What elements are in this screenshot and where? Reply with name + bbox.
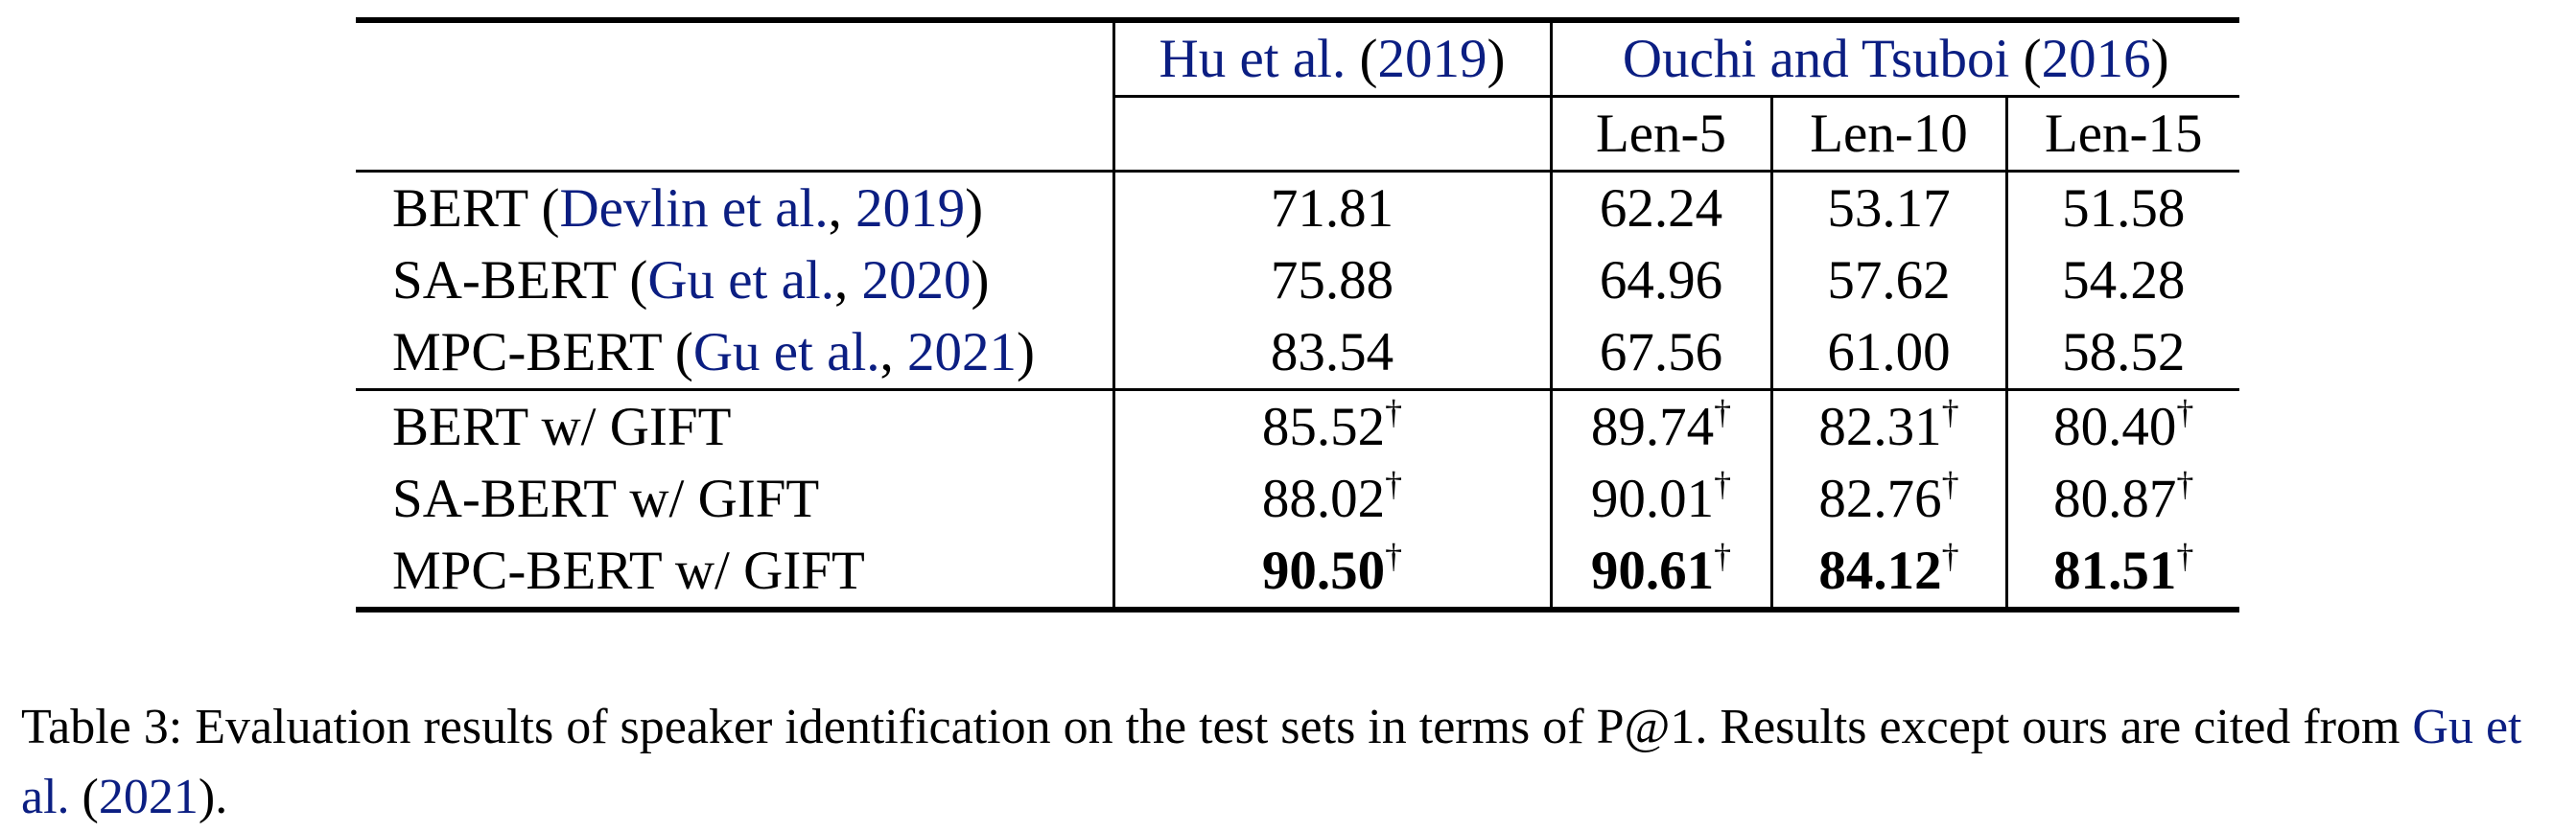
significance-dagger: †	[1714, 537, 1732, 575]
caption-cite-year[interactable]: 2021	[98, 770, 199, 824]
value-len-15-cell: 81.51†	[2004, 535, 2239, 612]
value-len-5: 62.24	[1549, 170, 1771, 244]
significance-dagger: †	[1385, 537, 1403, 575]
header-row-groups: Hu et al. (2019) Ouchi and Tsuboi (2016)	[356, 17, 2239, 172]
model-name: SA-BERT w/ GIFT	[392, 469, 820, 529]
significance-dagger: †	[2176, 537, 2194, 575]
value-len-5: 89.74	[1590, 397, 1715, 457]
cite-devlin-author[interactable]: Devlin et al.	[559, 178, 829, 239]
value-len-15: 54.28	[2004, 244, 2239, 316]
value-len-5: 64.96	[1549, 244, 1771, 316]
model-name-cell: BERT (Devlin et al., 2019)	[356, 170, 1113, 244]
significance-dagger: †	[1941, 393, 1959, 431]
cite-hu-author[interactable]: Hu et al.	[1159, 29, 1347, 89]
value-len-15-best: 81.51	[2053, 541, 2177, 601]
header-len-15: Len-15	[2004, 96, 2239, 172]
table-caption: Table 3: Evaluation results of speaker i…	[21, 700, 2522, 824]
value-hu: 88.02	[1261, 469, 1386, 529]
value-hu: 85.52	[1261, 397, 1386, 457]
value-len-10-cell: 84.12†	[1769, 535, 2006, 612]
significance-dagger: †	[1941, 465, 1959, 503]
caption-end: .	[215, 770, 228, 824]
significance-dagger: †	[1714, 465, 1732, 503]
value-hu-cell: 85.52†	[1112, 388, 1551, 463]
value-len-10: 82.76	[1818, 469, 1942, 529]
value-len-5-cell: 90.01†	[1549, 463, 1771, 535]
value-hu: 83.54	[1112, 316, 1551, 390]
header-empty-cell	[356, 17, 1113, 172]
header-ouchi-tsuboi: Ouchi and Tsuboi (2016)	[1549, 17, 2239, 98]
cite-gu-2021-year[interactable]: 2021	[907, 322, 1018, 382]
model-name-cell: MPC-BERT (Gu et al., 2021)	[392, 322, 1036, 382]
header-len-10: Len-10	[1769, 96, 2006, 172]
model-name: SA-BERT	[392, 250, 617, 311]
value-hu-best: 90.50	[1261, 541, 1386, 601]
value-hu-cell: 88.02†	[1112, 463, 1551, 535]
value-len-5-best: 90.61	[1590, 541, 1715, 601]
value-len-15: 51.58	[2004, 170, 2239, 244]
value-len-10: 57.62	[1769, 244, 2006, 316]
value-hu-cell: 90.50†	[1112, 535, 1551, 612]
value-len-15: 80.87	[2053, 469, 2177, 529]
value-len-10-best: 84.12	[1818, 541, 1942, 601]
model-name-cell: SA-BERT (Gu et al., 2020)	[392, 250, 990, 311]
value-hu: 71.81	[1112, 170, 1551, 244]
value-len-15: 80.40	[2053, 397, 2177, 457]
results-table: Hu et al. (2019) Ouchi and Tsuboi (2016)…	[356, 17, 2239, 612]
header-row-subcols: Len-5 Len-10 Len-15	[356, 96, 2239, 172]
table-row-sa-bert-gift: SA-BERT w/ GIFT 88.02† 90.01† 82.76† 80.…	[356, 463, 2239, 535]
table-row-sa-bert: SA-BERT (Gu et al., 2020) 75.88 64.96 57…	[356, 244, 2239, 316]
significance-dagger: †	[1385, 465, 1403, 503]
value-len-10-cell: 82.76†	[1769, 463, 2006, 535]
cite-ouchi-year[interactable]: 2016	[2041, 29, 2151, 89]
caption-text: Evaluation results of speaker identifica…	[195, 700, 2400, 754]
model-name: MPC-BERT w/ GIFT	[356, 535, 1113, 612]
cite-gu-2021-author[interactable]: Gu et al.	[692, 322, 880, 382]
value-len-5: 67.56	[1549, 316, 1771, 390]
value-hu: 75.88	[1112, 244, 1551, 316]
significance-dagger: †	[2176, 465, 2194, 503]
cite-hu-year[interactable]: 2019	[1377, 29, 1487, 89]
value-len-10: 53.17	[1769, 170, 2006, 244]
cite-gu-2020-year[interactable]: 2020	[861, 250, 972, 311]
caption-label: Table 3:	[21, 700, 183, 754]
significance-dagger: †	[1385, 393, 1403, 431]
table-row-mpc-bert-gift: MPC-BERT w/ GIFT 90.50† 90.61† 84.12† 81…	[356, 535, 2239, 612]
table-row-bert: BERT (Devlin et al., 2019) 71.81 62.24 5…	[356, 170, 2239, 244]
value-len-15-cell: 80.87†	[2004, 463, 2239, 535]
header-hu-et-al: Hu et al. (2019)	[1112, 17, 1551, 98]
value-len-5: 90.01	[1590, 469, 1715, 529]
header-hu-subcol-empty	[1112, 96, 1551, 172]
value-len-5-cell: 89.74†	[1549, 388, 1771, 463]
header-len-5: Len-5	[1549, 96, 1771, 172]
significance-dagger: †	[2176, 393, 2194, 431]
table-row-bert-gift: BERT w/ GIFT 85.52† 89.74† 82.31† 80.40†	[356, 388, 2239, 463]
table-row-mpc-bert: MPC-BERT (Gu et al., 2021) 83.54 67.56 6…	[356, 316, 2239, 390]
cite-devlin-year[interactable]: 2019	[855, 178, 966, 239]
caption-cite-author[interactable]: Gu et al.	[21, 700, 2522, 824]
value-len-5-cell: 90.61†	[1549, 535, 1771, 612]
value-len-10: 61.00	[1769, 316, 2006, 390]
value-len-15: 58.52	[2004, 316, 2239, 390]
cite-ouchi-author[interactable]: Ouchi and Tsuboi	[1622, 29, 2010, 89]
value-len-10-cell: 82.31†	[1769, 388, 2006, 463]
model-name: BERT	[392, 178, 528, 239]
model-name: BERT w/ GIFT	[356, 388, 1113, 463]
value-len-10: 82.31	[1818, 397, 1942, 457]
significance-dagger: †	[1941, 537, 1959, 575]
value-len-15-cell: 80.40†	[2004, 388, 2239, 463]
cite-gu-2020-author[interactable]: Gu et al.	[647, 250, 834, 311]
model-name: MPC-BERT	[392, 322, 662, 382]
significance-dagger: †	[1714, 393, 1732, 431]
